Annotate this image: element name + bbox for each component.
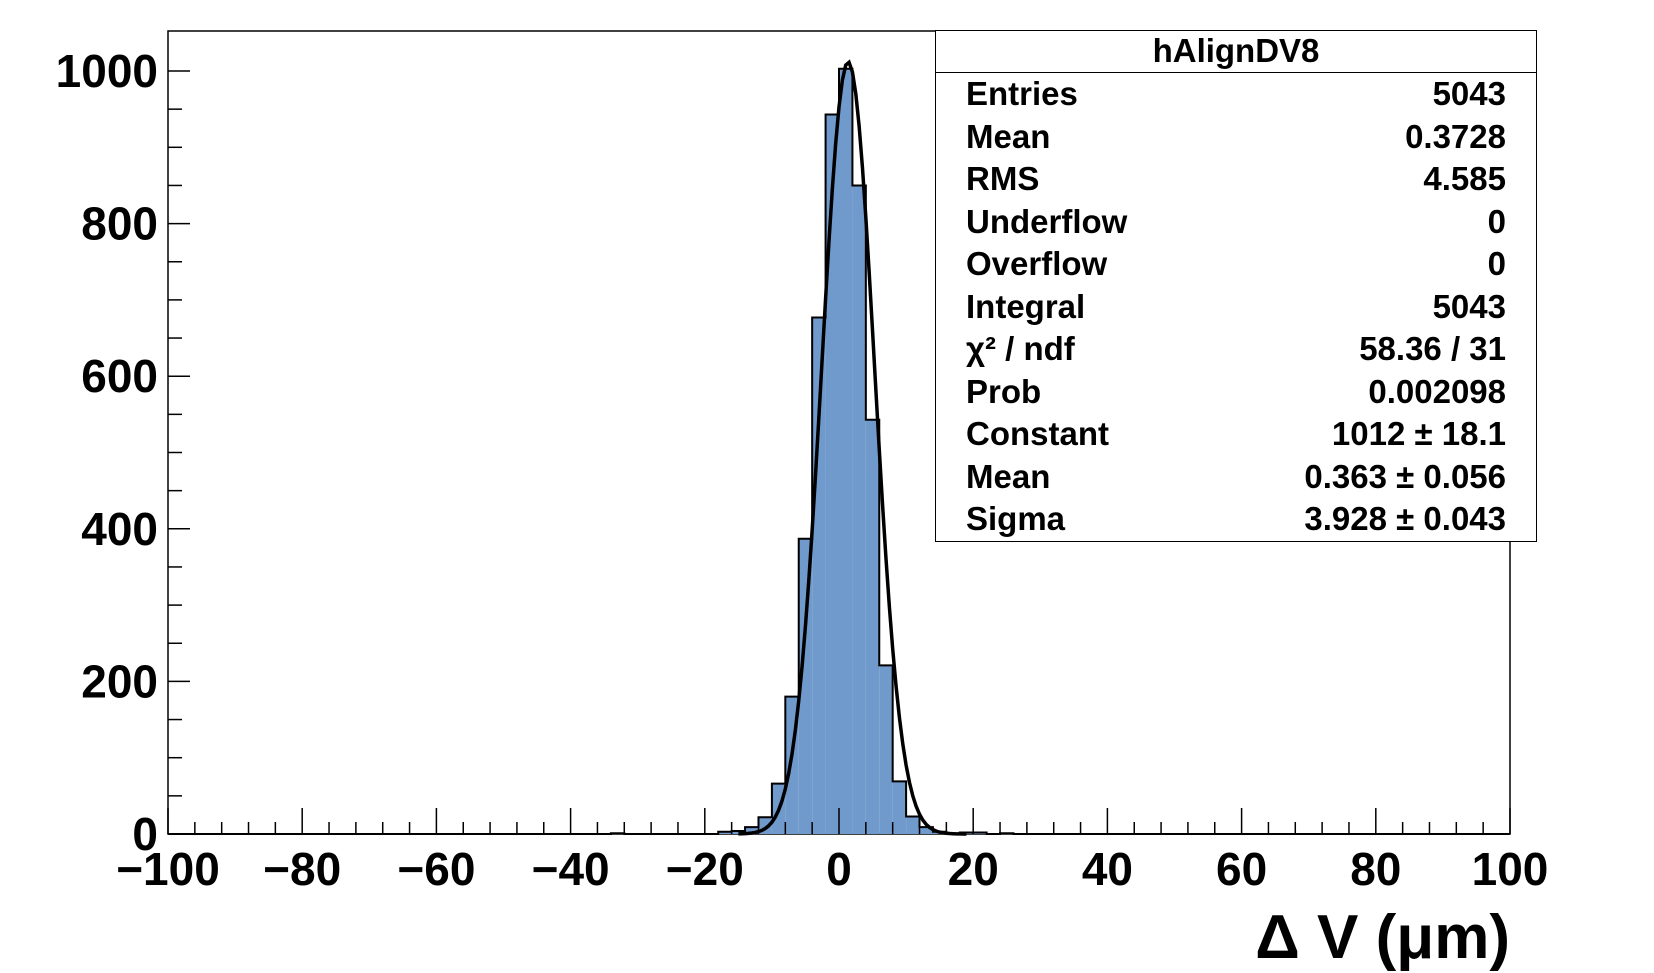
stats-value: 0 [1487, 202, 1506, 240]
stats-value: 0 [1487, 245, 1506, 282]
histogram-bar [865, 419, 880, 834]
y-tick-label: 600 [81, 350, 158, 402]
stats-value: 3.928 ± 0.043 [1304, 500, 1506, 537]
stats-row: RMS 4.585 [936, 158, 1536, 201]
stats-value: 0.002098 [1368, 372, 1506, 410]
x-tick-label: 80 [1350, 843, 1401, 895]
x-tick-label: −60 [397, 843, 475, 895]
stats-label: Entries [966, 75, 1078, 112]
stats-label: Prob [966, 372, 1042, 410]
stats-row: Prob 0.002098 [936, 371, 1536, 414]
stats-label: Constant [966, 415, 1109, 452]
histogram-bar [839, 68, 853, 834]
histogram-outline [168, 67, 1510, 835]
stats-label: Underflow [966, 202, 1128, 240]
histogram-bar [718, 831, 732, 834]
stats-row: Underflow 0 [936, 201, 1536, 244]
stats-row: Integral 5043 [936, 286, 1536, 329]
y-tick-label: 400 [81, 503, 158, 555]
x-tick-label: −80 [263, 843, 341, 895]
stats-value: 0.3728 [1405, 117, 1506, 155]
y-tick-label: 0 [132, 808, 158, 860]
x-tick-label: 60 [1216, 843, 1267, 895]
x-tick-label: −20 [666, 843, 744, 895]
stats-value: 58.36 / 31 [1359, 330, 1506, 367]
stats-row: Constant 1012 ± 18.1 [936, 413, 1536, 456]
stats-value: 1012 ± 18.1 [1331, 415, 1506, 452]
stats-value: 5043 [1432, 75, 1506, 112]
stats-value: 5043 [1432, 287, 1506, 325]
stats-label: Mean [966, 117, 1051, 155]
stats-row: Entries 5043 [936, 73, 1536, 116]
x-tick-label: 20 [948, 843, 999, 895]
histogram-bar [879, 665, 893, 834]
histogram-bar [892, 781, 907, 834]
stats-row: Sigma 3.928 ± 0.043 [936, 498, 1536, 541]
histogram-bar [798, 538, 813, 834]
histogram-bar [825, 114, 839, 835]
stats-row: Overflow 0 [936, 243, 1536, 286]
stats-label: Integral [966, 287, 1086, 325]
stats-row: Mean 0.3728 [936, 116, 1536, 159]
stats-value: 0.363 ± 0.056 [1304, 457, 1506, 495]
stats-label: Sigma [966, 500, 1066, 537]
stats-title: hAlignDV8 [936, 31, 1536, 73]
x-tick-label: 100 [1472, 843, 1549, 895]
y-tick-label: 1000 [56, 45, 158, 97]
histogram-bars [610, 68, 1014, 835]
x-tick-label: −100 [116, 843, 220, 895]
x-tick-label: 0 [826, 843, 852, 895]
stats-label: Mean [966, 457, 1051, 495]
y-axis: 0 200 400 600 800 1000 [56, 45, 190, 860]
stats-row: χ² / ndf 58.36 / 31 [936, 328, 1536, 371]
stats-box: hAlignDV8 Entries 5043 Mean 0.3728 RMS 4.585 U… [935, 30, 1537, 542]
x-axis: −100 −80 −60 −40 −20 0 20 40 60 80 100 [116, 808, 1548, 895]
x-tick-label: 40 [1082, 843, 1133, 895]
stats-label: RMS [966, 160, 1040, 197]
x-tick-label: −40 [532, 843, 610, 895]
stats-row: Mean 0.363 ± 0.056 [936, 456, 1536, 499]
x-axis-title: Δ V (μm) [1255, 903, 1510, 972]
stats-label: Overflow [966, 245, 1108, 282]
stats-label: χ² / ndf [966, 330, 1075, 367]
y-tick-label: 200 [81, 655, 158, 707]
histogram-bar [745, 827, 759, 834]
histogram-bar [919, 827, 933, 834]
stats-value: 4.585 [1423, 160, 1506, 197]
y-tick-label: 800 [81, 198, 158, 250]
histogram-bar [906, 816, 920, 834]
stats-rows: Entries 5043 Mean 0.3728 RMS 4.585 Underflow 0 O… [936, 73, 1536, 541]
gaussian-fit-curve [738, 59, 967, 836]
histogram-bar [852, 185, 866, 834]
